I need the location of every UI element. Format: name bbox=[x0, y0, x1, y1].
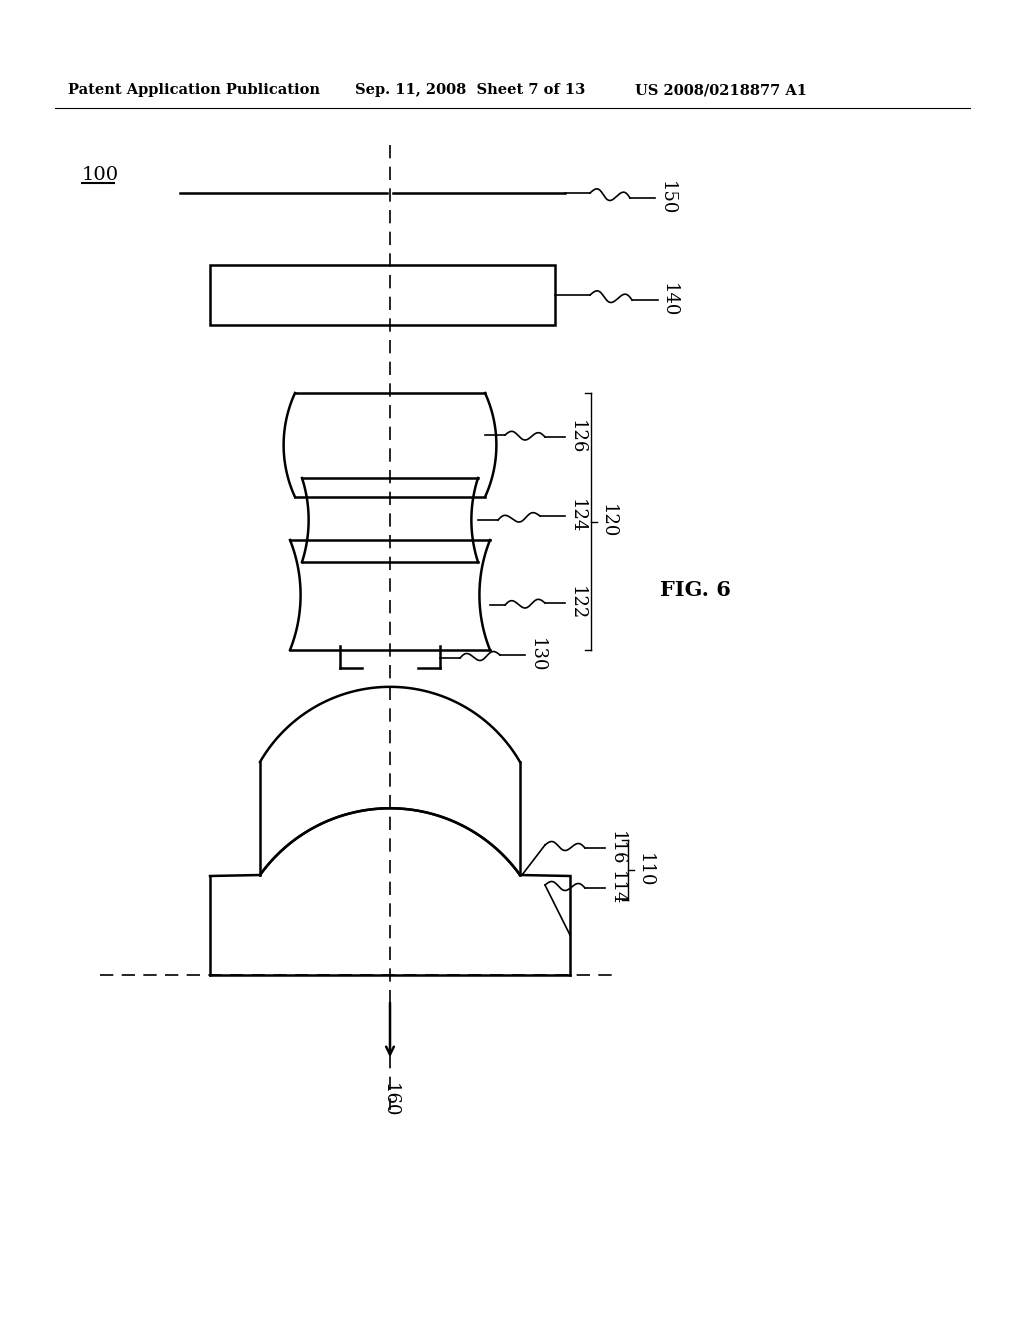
Text: 122: 122 bbox=[568, 586, 586, 620]
Text: Patent Application Publication: Patent Application Publication bbox=[68, 83, 319, 96]
Text: 150: 150 bbox=[658, 181, 676, 215]
Text: 130: 130 bbox=[528, 638, 546, 672]
Text: 160: 160 bbox=[381, 1082, 399, 1117]
Text: 126: 126 bbox=[568, 420, 586, 454]
Text: 116: 116 bbox=[608, 830, 626, 865]
Text: FIG. 6: FIG. 6 bbox=[660, 579, 731, 601]
Text: Sep. 11, 2008  Sheet 7 of 13: Sep. 11, 2008 Sheet 7 of 13 bbox=[355, 83, 586, 96]
Text: 100: 100 bbox=[82, 166, 119, 183]
Bar bbox=[210, 265, 555, 325]
Text: 124: 124 bbox=[568, 499, 586, 533]
Text: 120: 120 bbox=[599, 504, 617, 539]
Text: 140: 140 bbox=[660, 282, 678, 317]
Text: US 2008/0218877 A1: US 2008/0218877 A1 bbox=[635, 83, 807, 96]
Text: 110: 110 bbox=[636, 853, 654, 887]
Text: 114: 114 bbox=[608, 871, 626, 906]
